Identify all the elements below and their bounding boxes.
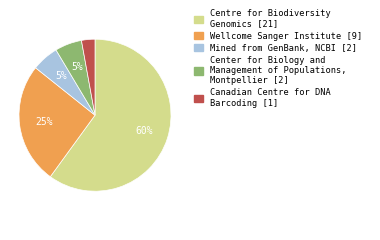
Text: 60%: 60% [135, 126, 153, 136]
Text: 5%: 5% [71, 62, 83, 72]
Text: 25%: 25% [35, 117, 52, 127]
Text: 5%: 5% [55, 71, 67, 81]
Wedge shape [50, 39, 171, 191]
Wedge shape [19, 68, 95, 177]
Wedge shape [56, 40, 95, 115]
Wedge shape [81, 39, 95, 115]
Wedge shape [36, 50, 95, 115]
Legend: Centre for Biodiversity
Genomics [21], Wellcome Sanger Institute [9], Mined from: Centre for Biodiversity Genomics [21], W… [194, 9, 362, 108]
